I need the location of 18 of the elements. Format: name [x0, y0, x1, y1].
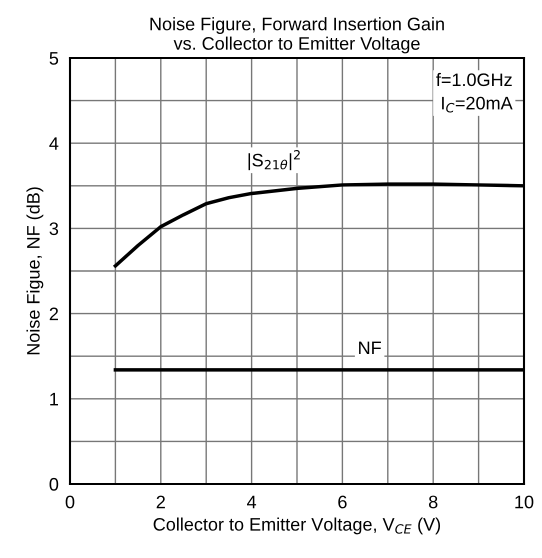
y-tick-label: 4 — [49, 137, 58, 150]
x-axis-title: Collector to Emitter Voltage, V$_{CE}$ (V) — [154, 518, 440, 534]
x-tick-label: 4 — [246, 496, 256, 508]
x-tick-label: 10 — [515, 496, 534, 508]
x-tick-label: 8 — [428, 496, 438, 508]
chart-title: Noise Figure, Forward Insertion Gain vs. Collector to Emitter Voltage — [150, 17, 444, 54]
series-label: NF — [359, 342, 381, 354]
y-axis-title: Noise Figue, NF (dB) — [26, 187, 44, 354]
y-tick-label: 1 — [50, 392, 58, 406]
y-tick-label: 0 — [50, 478, 58, 491]
x-tick-label: 2 — [156, 496, 165, 508]
annotation: f=1.0GHz I$_{C}$=20mA — [436, 72, 513, 112]
y-tick-label: 5 — [50, 52, 58, 65]
y-tick-label: 3 — [50, 222, 58, 236]
series-label: |S$_{21θ}$|$^{2}$ — [248, 150, 300, 170]
x-tick-label: 0 — [66, 496, 74, 508]
y-tick-label: 2 — [50, 308, 58, 320]
x-tick-label: 6 — [338, 496, 347, 508]
